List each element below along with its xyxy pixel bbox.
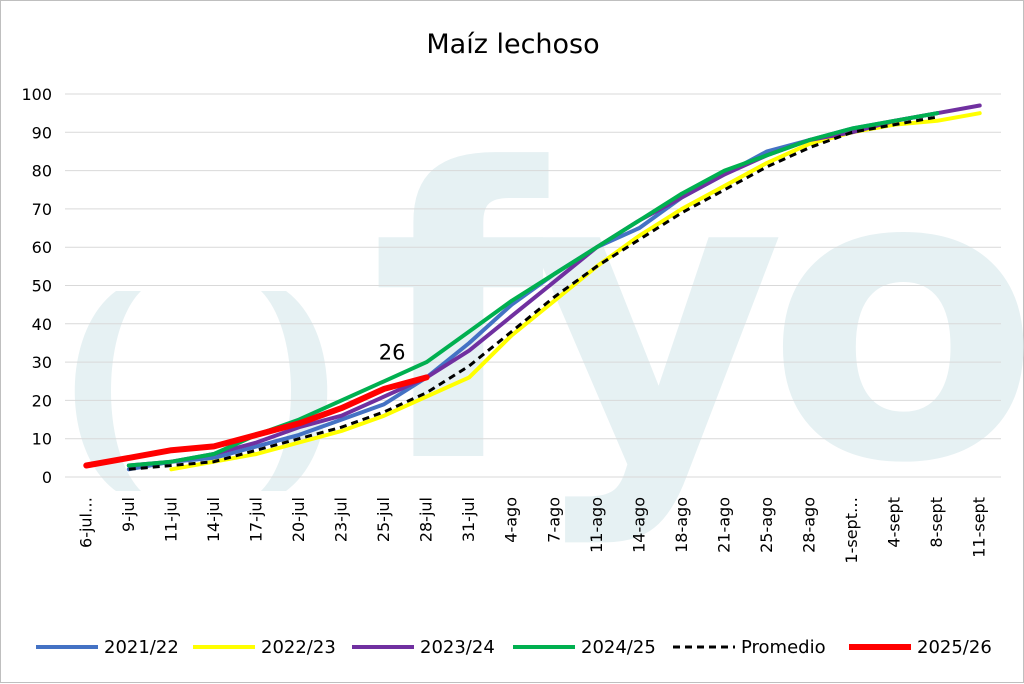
series-lines (83, 103, 982, 472)
data-label: 26 (379, 340, 406, 364)
x-tick-label: 20-jul (289, 497, 308, 542)
x-tick-label: 17-jul (246, 497, 265, 542)
x-tick-label: 28-jul (417, 497, 436, 542)
watermark-arc-right (261, 291, 328, 491)
x-tick-label: 14-ago (629, 497, 648, 553)
x-tick-label: 28-ago (800, 497, 819, 553)
x-tick-label: 11-sept (970, 497, 989, 558)
watermark-text: fyo (371, 86, 1024, 551)
y-tick-label: 50 (32, 277, 52, 296)
x-tick-label: 31-jul (459, 497, 478, 542)
legend-label: 2021/22 (104, 637, 179, 658)
x-axis: 6-jul… 9-jul 11-jul 14-jul 17-jul 20-jul 23-ju… (76, 497, 988, 564)
x-tick-label: 8-sept (927, 497, 946, 548)
watermark-logo: fyo (74, 86, 1024, 551)
y-tick-label: 90 (32, 123, 52, 142)
chart-title: Maíz lechoso (426, 29, 599, 60)
x-tick-label: 25-jul (374, 497, 393, 542)
y-tick-label: 0 (42, 468, 52, 487)
legend-label: 2022/23 (261, 637, 336, 658)
x-tick-label: 4-ago (502, 497, 521, 543)
x-tick-label: 11-jul (161, 497, 180, 542)
x-tick-label: 14-jul (204, 497, 223, 542)
series-line-2023-24 (126, 103, 982, 468)
y-tick-label: 60 (32, 238, 52, 257)
legend-label: 2024/25 (581, 637, 656, 658)
x-tick-label: 21-ago (714, 497, 733, 553)
y-tick-label: 30 (32, 353, 52, 372)
x-tick-label: 18-ago (672, 497, 691, 553)
y-tick-label: 20 (32, 391, 52, 410)
legend-label: 2025/26 (917, 637, 992, 658)
x-tick-label: 6-jul… (76, 497, 95, 548)
y-axis: 0 10 20 30 40 50 60 70 80 90 100 (21, 85, 52, 487)
watermark-arc-left (74, 291, 141, 491)
y-tick-label: 10 (32, 430, 52, 449)
y-tick-label: 100 (21, 85, 52, 104)
x-tick-label: 11-ago (587, 497, 606, 553)
series-line-promedio (128, 115, 938, 471)
series-line-2025-26 (83, 374, 430, 469)
x-tick-label: 9-jul (119, 497, 138, 532)
x-tick-label: 1-sept… (842, 497, 861, 564)
legend-label: Promedio (741, 637, 826, 658)
x-tick-label: 23-jul (332, 497, 351, 542)
x-tick-label: 4-sept (885, 497, 904, 548)
gridlines (65, 93, 1001, 478)
x-tick-label: 25-ago (757, 497, 776, 553)
y-tick-label: 70 (32, 200, 52, 219)
x-tick-label: 7-ago (544, 497, 563, 543)
legend: 2021/22 2022/23 2023/24 2024/25 Promedio 2025… (36, 637, 992, 658)
legend-label: 2023/24 (420, 637, 495, 658)
annotations: 26 (379, 340, 406, 364)
y-tick-label: 40 (32, 315, 52, 334)
y-tick-label: 80 (32, 162, 52, 181)
